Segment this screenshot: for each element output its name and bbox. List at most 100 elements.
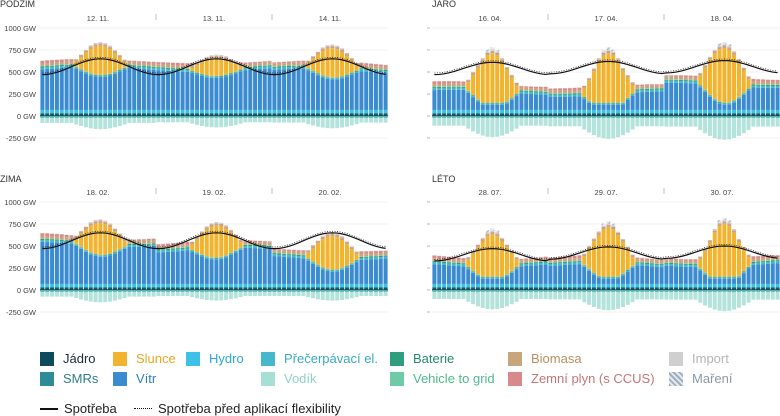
bar-precerpavaci (74, 244, 79, 246)
bar-zemni_plyn (640, 258, 645, 260)
bar-biomasa (291, 251, 296, 255)
bar-baterie (664, 262, 669, 264)
legend-hydro: Hydro (186, 351, 244, 366)
bar-precerpavaci (533, 92, 538, 95)
neg-bar-vodik (93, 117, 98, 129)
neg-bar-baterie (558, 291, 563, 292)
bar-smrs (79, 113, 84, 115)
bar-hydro (301, 109, 306, 114)
bar-smrs (688, 113, 693, 115)
bar-zemni_plyn (751, 256, 756, 259)
bar-smrs (117, 287, 122, 289)
bar-slunce (707, 242, 712, 277)
bar-smrs (625, 287, 630, 289)
bar-vitr (442, 89, 447, 110)
bar-smrs (301, 287, 306, 289)
bar-jadro (233, 288, 238, 290)
bar-vitr (311, 72, 316, 110)
neg-bar-precerpavaci (214, 290, 219, 292)
neg-bar-vodik (466, 117, 471, 129)
bar-baterie (582, 97, 587, 98)
neg-bar-baterie (616, 291, 621, 292)
bar-jadro (736, 288, 741, 290)
bar-v2g (538, 91, 543, 92)
bar-vitr (50, 242, 55, 284)
bar-jadro (500, 288, 505, 290)
bar-zemni_plyn (253, 240, 258, 243)
bar-precerpavaci (146, 67, 151, 70)
legend-slunce-label: Slunce (136, 351, 176, 366)
bar-slunce (199, 62, 204, 74)
bar-precerpavaci (770, 261, 775, 264)
bar-baterie (659, 88, 664, 90)
neg-bar-baterie (587, 117, 592, 118)
bar-hydro (693, 283, 698, 288)
neg-bar-precerpavaci (320, 116, 325, 118)
bar-slunce (611, 229, 616, 277)
bar-smrs (214, 113, 219, 115)
bar-biomasa (437, 83, 442, 87)
bar-vitr (59, 242, 64, 284)
neg-bar-precerpavaci (577, 290, 582, 292)
bar-zemni_plyn (432, 255, 437, 259)
bar-precerpavaci (442, 263, 447, 265)
bar-v2g (228, 252, 233, 254)
bar-smrs (640, 287, 645, 289)
bar-baterie (437, 86, 442, 88)
bar-precerpavaci (277, 254, 282, 257)
neg-bar-precerpavaci (112, 116, 117, 118)
neg-bar-baterie (640, 291, 645, 292)
bar-baterie (461, 86, 466, 88)
bar-hydro (248, 283, 253, 288)
neg-bar-vodik (344, 291, 349, 300)
bar-slunce (591, 71, 596, 103)
bar-smrs (69, 287, 74, 289)
bar-vitr (151, 246, 156, 284)
bar-vitr (509, 99, 514, 110)
bar-precerpavaci (669, 264, 674, 267)
bar-precerpavaci (257, 246, 262, 249)
bar-zemni_plyn (185, 241, 190, 245)
bar-biomasa (756, 258, 761, 262)
bar-hydro (461, 283, 466, 288)
bar-precerpavaci (703, 90, 708, 92)
bar-jadro (432, 288, 437, 290)
neg-bar-baterie (456, 117, 461, 118)
neg-bar-baterie (635, 291, 640, 292)
bar-zemni_plyn (306, 60, 311, 62)
neg-bar-precerpavaci (698, 290, 703, 292)
bar-baterie (224, 255, 229, 257)
bar-zemni_plyn (315, 52, 320, 53)
bar-biomasa (630, 83, 635, 86)
bar-hydro (93, 109, 98, 114)
bar-jadro (601, 114, 606, 116)
neg-bar-precerpavaci (437, 116, 442, 118)
neg-bar-precerpavaci (103, 116, 108, 118)
bar-zemni_plyn (214, 55, 219, 57)
bar-jadro (364, 288, 369, 290)
bar-zemni_plyn (707, 57, 712, 58)
bar-v2g (262, 65, 267, 66)
bar-jadro (466, 114, 471, 116)
bar-baterie (383, 69, 388, 72)
neg-bar-precerpavaci (736, 290, 741, 292)
bar-biomasa (195, 237, 200, 240)
bar-smrs (117, 113, 122, 115)
bar-slunce (117, 57, 122, 70)
bar-v2g (451, 86, 456, 87)
bar-precerpavaci (257, 67, 262, 70)
bar-baterie (228, 253, 233, 254)
bar-precerpavaci (349, 73, 354, 75)
bar-import (490, 230, 495, 232)
bar-biomasa (693, 77, 698, 81)
bar-slunce (199, 234, 204, 255)
neg-bar-vodik (698, 117, 703, 131)
neg-bar-baterie (325, 117, 330, 118)
bar-precerpavaci (442, 87, 447, 90)
legend-jadro-swatch (40, 351, 54, 366)
neg-bar-vodik (572, 117, 577, 127)
bar-hydro (558, 109, 563, 114)
bar-zemni_plyn (340, 49, 345, 51)
neg-bar-precerpavaci (712, 290, 717, 292)
bar-vitr (761, 87, 766, 110)
